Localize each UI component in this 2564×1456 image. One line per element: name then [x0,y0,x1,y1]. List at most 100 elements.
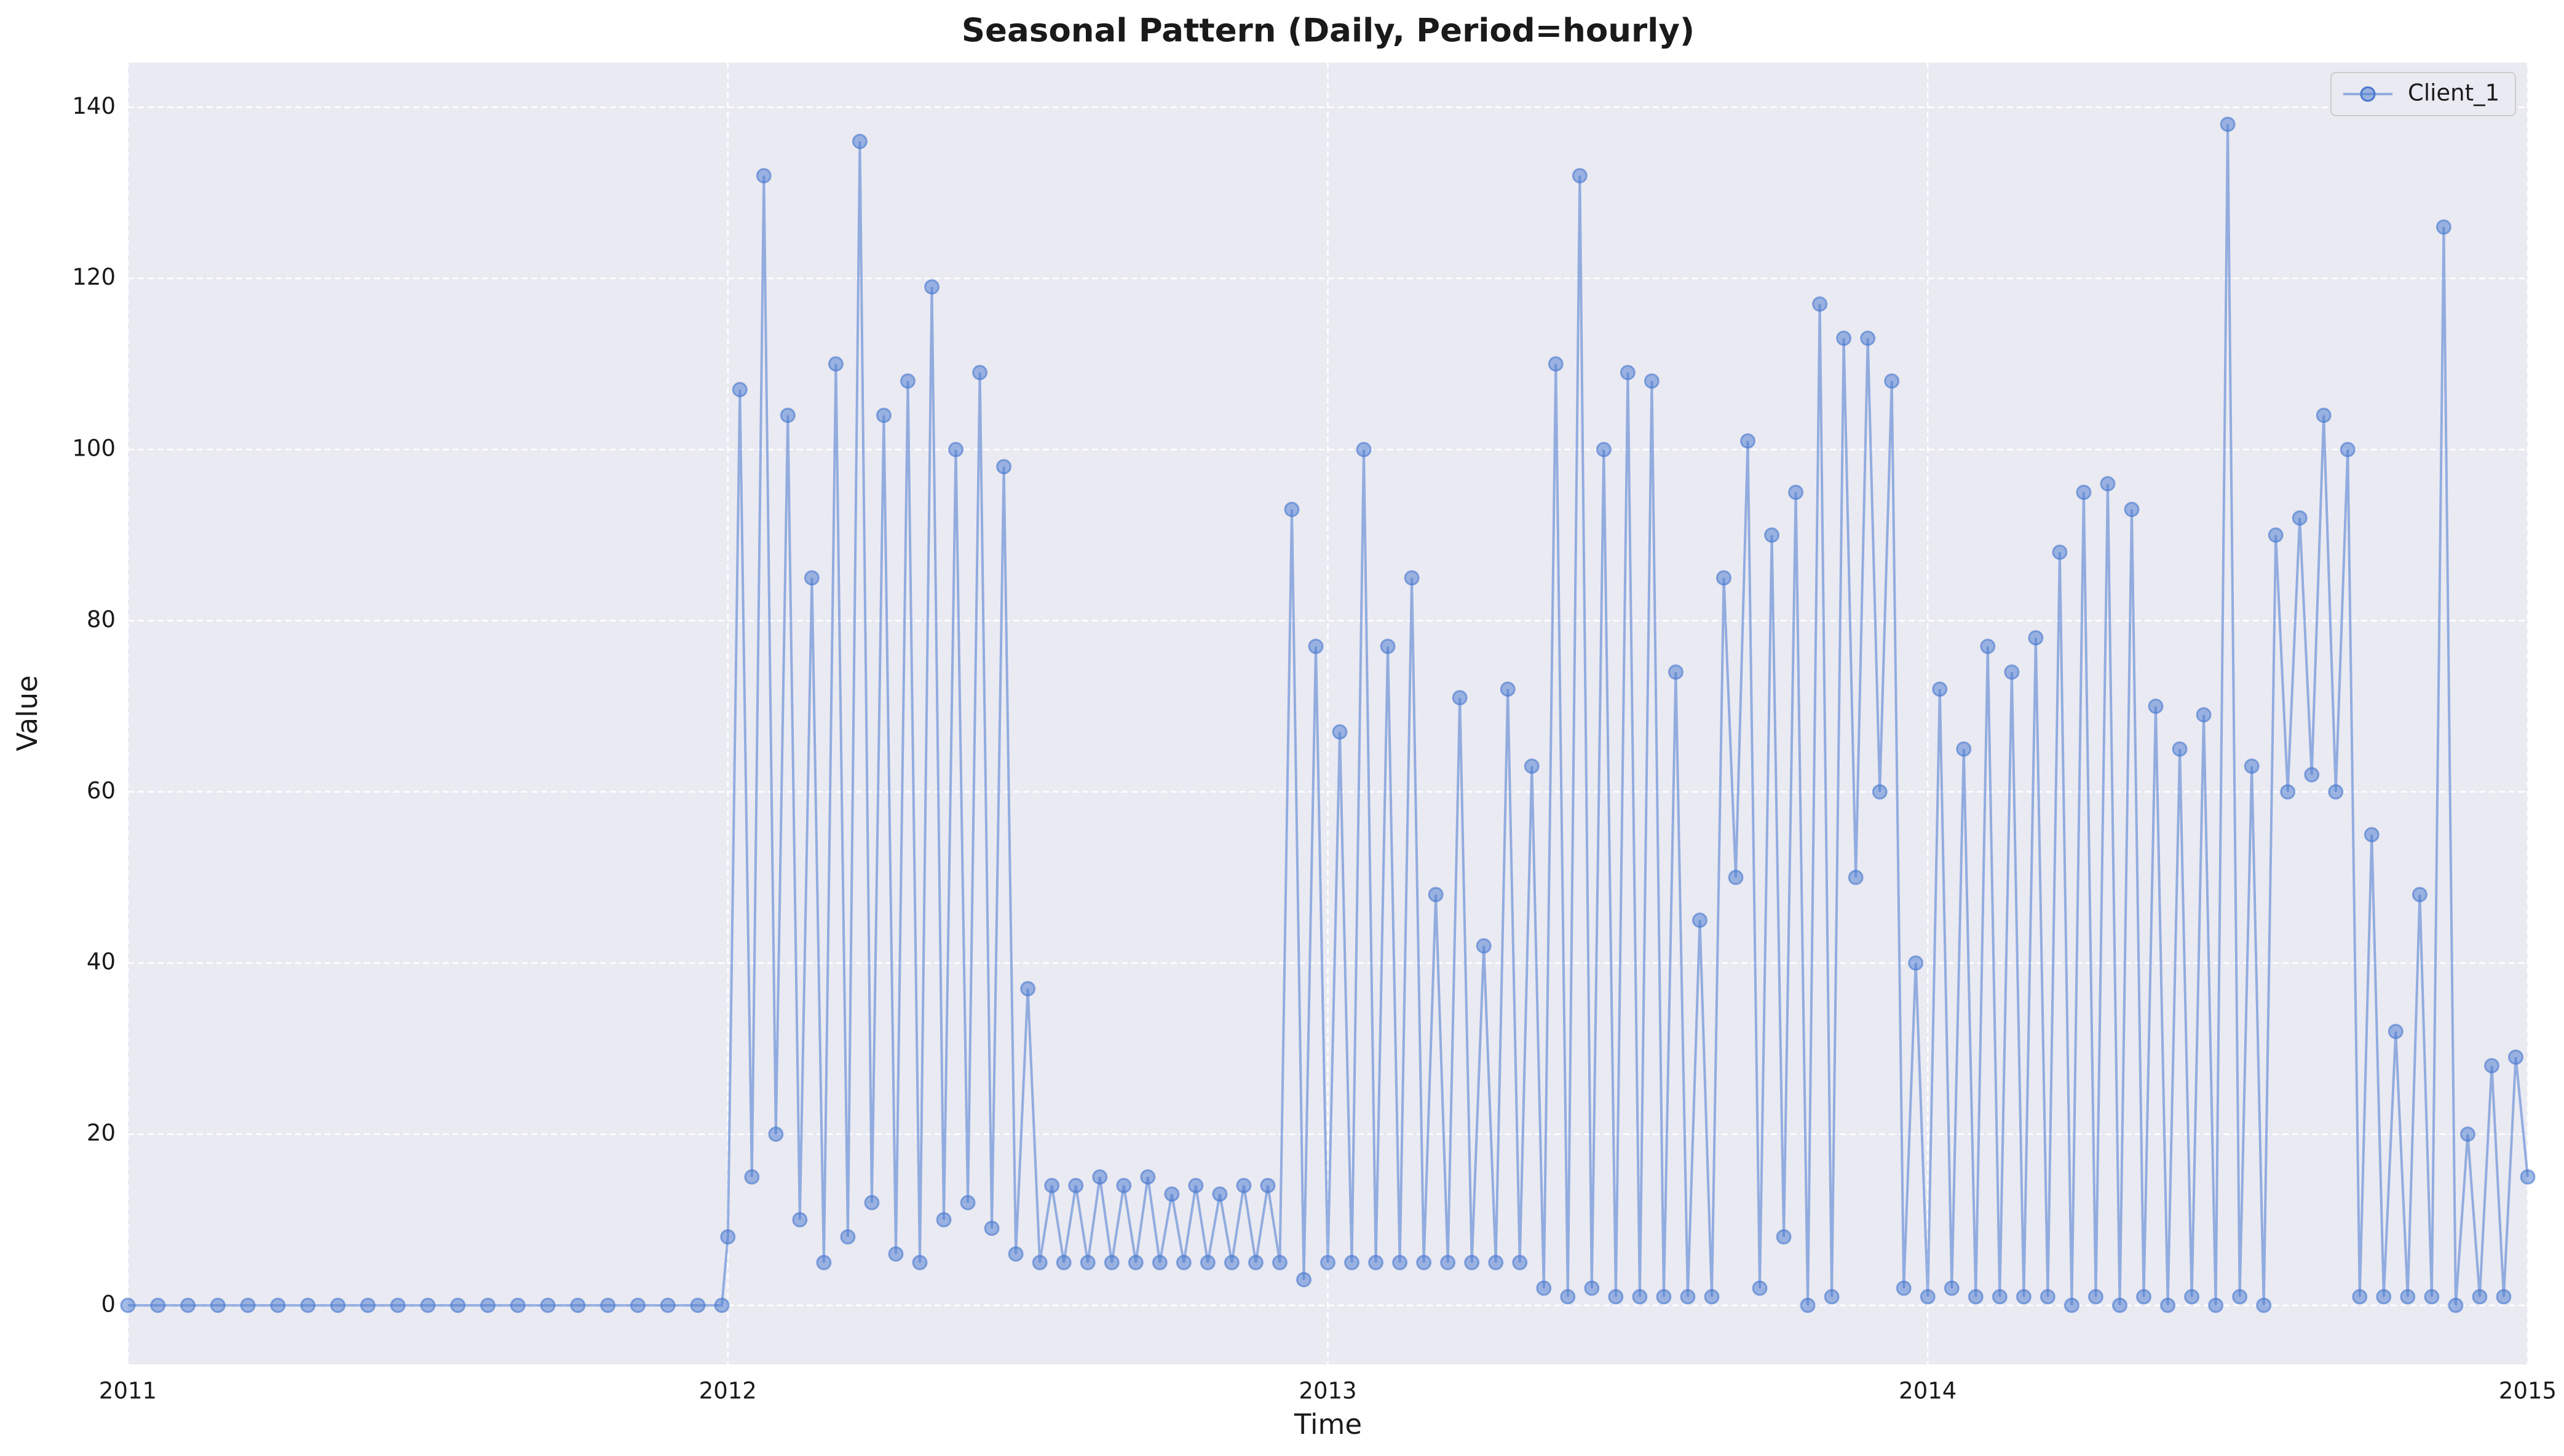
data-point [1836,330,1852,346]
data-point [1680,1289,1696,1305]
x-tick-label: 2013 [1299,1378,1356,1404]
data-point [1200,1254,1216,1270]
data-point [2256,1297,2272,1313]
data-point [1392,1254,1408,1270]
data-point [660,1297,676,1313]
data-point [1344,1254,1360,1270]
data-point [2483,1058,2499,1074]
data-point [888,1246,904,1262]
data-point [1632,1289,1648,1305]
x-axis-label: Time [1294,1408,1362,1441]
data-point [1116,1177,1132,1193]
y-tick-label: 140 [72,93,116,119]
data-point [2100,476,2116,492]
data-point [240,1297,256,1313]
x-tick-label: 2014 [1899,1378,1957,1404]
data-point [996,459,1012,475]
data-point [2063,1297,2079,1313]
y-tick-label: 0 [101,1291,116,1317]
data-point [1404,570,1420,586]
data-point [720,1229,736,1245]
data-point [1968,1289,1984,1305]
data-point [2208,1297,2224,1313]
data-point [150,1297,166,1313]
data-point [1068,1177,1084,1193]
data-point [780,407,796,423]
data-point [1176,1254,1192,1270]
data-point [1572,168,1588,184]
data-point [600,1297,616,1313]
data-point [1524,758,1540,774]
legend-label: Client_1 [2408,80,2499,106]
data-point [900,373,916,389]
data-point [2507,1049,2523,1065]
data-point [2459,1126,2475,1142]
data-point [828,356,844,372]
data-point [1428,887,1444,903]
data-point [2340,441,2356,457]
data-point [1668,664,1684,680]
data-point [1164,1186,1180,1202]
data-point [936,1212,952,1228]
data-point [1584,1280,1600,1296]
data-point [1308,638,1324,654]
data-point [1536,1280,1552,1296]
data-point [1380,638,1396,654]
data-point [2388,1024,2404,1040]
data-point [948,441,964,457]
series-line [128,124,2529,1307]
data-point [420,1297,436,1313]
data-point [1416,1254,1432,1270]
data-point [1848,869,1864,885]
data-point [1212,1186,1228,1202]
data-point [1140,1169,1156,1185]
data-point [1908,955,1924,971]
data-point [1272,1254,1288,1270]
legend-box [2330,72,2516,116]
data-point [2424,1289,2440,1305]
data-point [768,1126,784,1142]
data-point [816,1254,832,1270]
data-point [1128,1254,1144,1270]
data-point [2364,826,2380,842]
data-point [1715,570,1731,586]
data-point [1152,1254,1168,1270]
data-point [732,382,748,398]
data-point [1740,433,1756,449]
data-point [1548,356,1564,372]
x-tick-label: 2011 [99,1378,157,1404]
data-point [1980,638,1996,654]
data-point [2448,1297,2464,1313]
x-tick-label: 2012 [699,1378,757,1404]
data-point [2052,544,2068,560]
data-point [450,1297,466,1313]
data-point [1020,981,1036,997]
y-tick-label: 40 [87,949,116,975]
data-point [1956,741,1972,757]
data-point [1356,441,1372,457]
data-point [2328,784,2344,800]
data-point [2111,1297,2127,1313]
data-point [1224,1254,1240,1270]
data-point [972,365,988,381]
data-point [1368,1254,1384,1270]
data-point [2184,1289,2200,1305]
data-point [1872,784,1888,800]
data-point [1596,441,1612,457]
data-point [2304,767,2320,783]
data-point [1248,1254,1264,1270]
data-point [180,1297,196,1313]
data-point [2400,1289,2416,1305]
data-point [2292,510,2308,526]
data-point [1452,690,1468,706]
data-point [480,1297,496,1313]
data-point [1284,502,1300,518]
data-point [756,168,772,184]
data-point [852,133,868,149]
data-point [1032,1254,1048,1270]
data-point [2124,502,2140,518]
data-point [1608,1289,1624,1305]
data-point [744,1169,760,1185]
